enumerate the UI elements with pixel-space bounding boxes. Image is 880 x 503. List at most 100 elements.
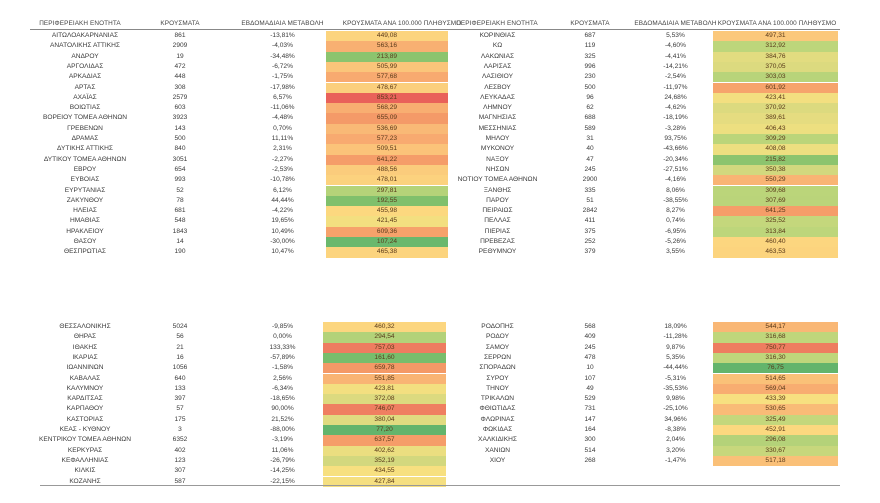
rate-per-100k: 215,82 xyxy=(713,154,838,165)
table-row: ΚΟΖΑΝΗΣ 587 -22,15% 427,84 xyxy=(0,476,880,487)
table-row: ΑΝΑΤΟΛΙΚΗΣ ΑΤΤΙΚΗΣ 2909 -4,03% 563,16 xyxy=(0,41,880,52)
cases-count: 472 xyxy=(174,62,186,70)
rate-per-100k: 380,04 xyxy=(323,414,446,425)
rate-per-100k: 372,08 xyxy=(323,394,446,405)
weekly-change: 9,98% xyxy=(666,395,685,403)
rate-per-100k: 427,84 xyxy=(323,476,446,487)
table-row: ΛΕΣΒΟΥ 500 -11,97% 601,92 xyxy=(0,82,880,93)
region-name: ΗΡΑΚΛΕΙΟΥ xyxy=(66,227,104,235)
weekly-change: 3,20% xyxy=(666,446,685,454)
rate-per-100k: 577,23 xyxy=(326,134,448,145)
cases-count: 640 xyxy=(174,374,186,382)
region-name: ΜΑΓΝΗΣΙΑΣ xyxy=(478,114,517,122)
table-row: ΚΑΛΥΜΝΟΥ 133 -6,34% 423,81 xyxy=(0,383,880,395)
header-weekly-change: ΕΒΔΟΜΑΔΙΑΙΑ ΜΕΤΑΒΟΛΗ xyxy=(634,20,717,27)
table-row: ΦΩΚΙΔΑΣ 164 -8,38% 452,91 xyxy=(0,425,880,436)
region-name: ΚΕΝΤΡΙΚΟΥ ΤΟΜΕΑ ΑΘΗΝΩΝ xyxy=(39,436,131,444)
table-top-right: ΠΕΡΙΦΕΡΕΙΑΚΗ ΕΝΟΤΗΤΑ ΚΡΟΥΣΜΑΤΑ ΕΒΔΟΜΑΔΙΑ… xyxy=(450,20,840,31)
rate-per-100k: 563,16 xyxy=(326,41,448,52)
table-row: ΣΑΜΟΥ 245 9,87% 750,77 xyxy=(0,342,880,353)
rate-per-100k: 325,52 xyxy=(713,216,838,227)
cases-count: 325 xyxy=(584,52,596,60)
table-row: ΘΑΣΟΥ 14 -30,00% 107,24 xyxy=(0,237,880,248)
cases-count: 268 xyxy=(584,456,596,464)
region-name: ΛΕΥΚΑΔΑΣ xyxy=(480,93,515,101)
table-row: ΡΟΔΟΠΗΣ 568 18,09% 544,17 xyxy=(0,322,880,333)
table-row: ΞΑΝΘΗΣ 335 8,06% 309,68 xyxy=(0,185,880,196)
weekly-change: -4,48% xyxy=(272,114,293,122)
weekly-change: -2,53% xyxy=(272,165,293,173)
rate-per-100k: 384,76 xyxy=(713,51,838,62)
rate-per-100k: 389,61 xyxy=(713,113,838,124)
region-name: ΒΟΙΩΤΙΑΣ xyxy=(69,104,101,112)
table-row: ΚΑΒΑΛΑΣ 640 2,56% 551,85 xyxy=(0,373,880,384)
cases-count: 448 xyxy=(174,73,186,81)
header-cases: ΚΡΟΥΣΜΑΤΑ xyxy=(570,20,610,27)
region-name: ΡΟΔΟΠΗΣ xyxy=(481,323,514,330)
weekly-change: -20,34% xyxy=(663,155,688,163)
region-name: ΚΕΑΣ - ΚΥΘΝΟΥ xyxy=(59,426,111,433)
weekly-change: -18,65% xyxy=(270,395,295,403)
rate-per-100k: 402,62 xyxy=(323,445,446,456)
region-name: ΠΕΙΡΑΙΩΣ xyxy=(482,207,513,215)
table-row: ΙΘΑΚΗΣ 21 133,33% 757,03 xyxy=(0,342,880,353)
cases-count: 2909 xyxy=(172,42,188,50)
header-region: ΠΕΡΙΦΕΡΕΙΑΚΗ ΕΝΟΤΗΤΑ xyxy=(456,20,538,27)
cases-count: 1056 xyxy=(172,364,188,372)
rate-per-100k: 757,03 xyxy=(323,342,446,353)
rate-per-100k: 330,67 xyxy=(713,445,838,456)
table-row: ΦΛΩΡΙΝΑΣ 147 34,96% 325,49 xyxy=(0,414,880,425)
region-name: ΘΕΣΠΡΩΤΙΑΣ xyxy=(63,248,107,256)
weekly-change: 8,27% xyxy=(666,207,685,215)
weekly-change: 0,70% xyxy=(273,124,292,132)
cases-count: 14 xyxy=(176,238,184,245)
header-region: ΠΕΡΙΦΕΡΕΙΑΚΗ ΕΝΟΤΗΤΑ xyxy=(39,20,121,27)
rate-per-100k: 421,45 xyxy=(326,216,448,227)
weekly-change: -8,38% xyxy=(665,426,686,433)
rate-per-100k: 297,81 xyxy=(326,185,448,196)
cases-count: 861 xyxy=(174,32,186,39)
region-name: ΚΑΒΑΛΑΣ xyxy=(69,374,101,382)
cases-count: 175 xyxy=(174,415,186,423)
rate-per-100k: 641,25 xyxy=(713,206,838,217)
table-row: ΓΡΕΒΕΝΩΝ 143 0,70% 536,69 xyxy=(0,123,880,134)
region-name: ΑΧΑΪΑΣ xyxy=(73,93,97,101)
weekly-change: 10,47% xyxy=(271,248,294,256)
cases-count: 143 xyxy=(174,124,186,132)
weekly-change: 21,52% xyxy=(271,415,294,423)
table-row: ΙΚΑΡΙΑΣ 16 -57,89% 161,60 xyxy=(0,352,880,364)
cases-count: 16 xyxy=(176,353,184,361)
rate-per-100k: 350,38 xyxy=(713,164,838,176)
region-name: ΑΡΓΟΛΙΔΑΣ xyxy=(66,62,104,70)
table-row: ΔΥΤΙΚΗΣ ΑΤΤΙΚΗΣ 840 2,31% 509,51 xyxy=(0,144,880,155)
region-name: ΠΕΛΛΑΣ xyxy=(484,217,511,225)
region-name: ΧΑΛΚΙΔΙΚΗΣ xyxy=(478,436,517,444)
region-name: ΣΑΜΟΥ xyxy=(485,343,510,351)
weekly-change: 133,33% xyxy=(269,343,296,351)
region-name: ΧΑΝΙΩΝ xyxy=(484,446,511,454)
weekly-change: -10,78% xyxy=(270,176,295,184)
cases-count: 589 xyxy=(584,124,596,132)
region-name: ΚΑΛΥΜΝΟΥ xyxy=(66,384,104,392)
table-row: ΜΗΛΟΥ 31 93,75% 309,29 xyxy=(0,134,880,145)
cases-count: 654 xyxy=(174,165,186,173)
table-row: ΕΒΡΟΥ 654 -2,53% 488,56 xyxy=(0,164,880,176)
rate-per-100k: 568,29 xyxy=(326,103,448,114)
table-row: ΛΕΥΚΑΔΑΣ 96 24,68% 423,41 xyxy=(0,92,880,104)
table-row: ΑΡΚΑΔΙΑΣ 448 -1,75% 577,68 xyxy=(0,72,880,83)
region-name: ΘΑΣΟΥ xyxy=(73,238,97,245)
cases-count: 51 xyxy=(586,196,594,204)
header-per-100k: ΚΡΟΥΣΜΑΤΑ ΑΝΑ 100.000 ΠΛΗΘΥΣΜΟ xyxy=(342,20,462,27)
rate-per-100k: 577,68 xyxy=(326,72,448,83)
weekly-change: -38,55% xyxy=(663,196,688,204)
weekly-change: 11,06% xyxy=(271,446,294,454)
table-row: ΚΕΦΑΛΛΗΝΙΑΣ 123 -26,79% 352,19 xyxy=(0,455,880,467)
cases-count: 478 xyxy=(584,353,596,361)
rate-per-100k: 313,84 xyxy=(713,226,838,237)
weekly-change: -30,00% xyxy=(270,238,295,245)
weekly-change: -9,85% xyxy=(272,323,293,330)
bottom-divider-right xyxy=(440,485,840,486)
region-name: ΤΡΙΚΑΛΩΝ xyxy=(480,395,515,403)
weekly-change: 2,56% xyxy=(273,374,292,382)
rate-per-100k: 497,31 xyxy=(713,31,838,42)
